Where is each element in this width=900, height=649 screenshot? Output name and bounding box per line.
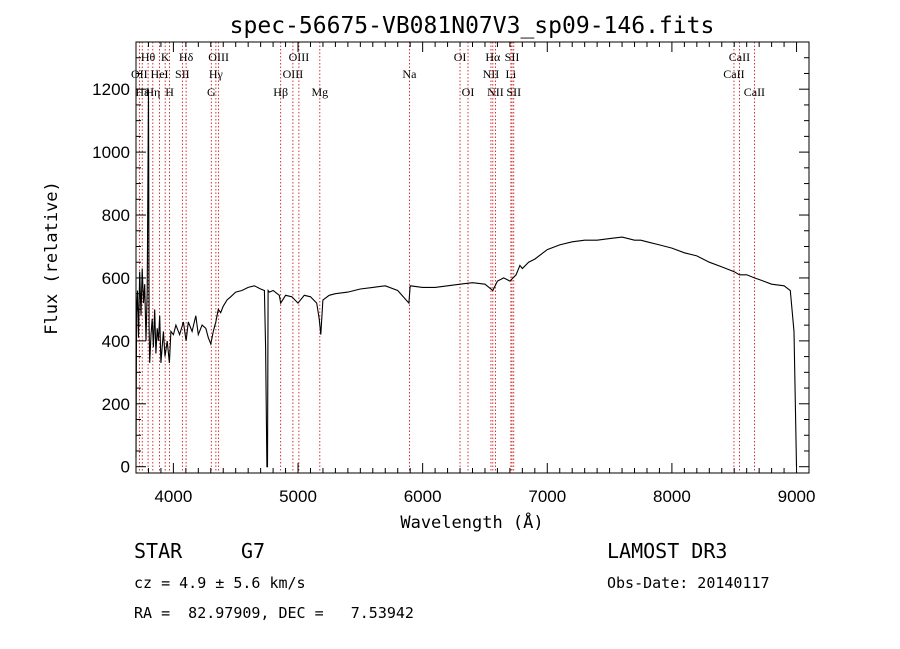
spectral-line-label: Mg [311,85,328,99]
axis-ticks: 4000 5000 6000 7000 8000 9000 0 200 400 600 800 100… [92,42,815,506]
x-tick-label: 8000 [653,487,691,506]
spectral-line-label: Hε [135,85,149,99]
y-axis-label: Flux (relative) [42,181,62,335]
spectral-line-label: K [161,50,170,64]
spectral-line-label: OII [131,67,148,81]
x-tick-label: 9000 [778,487,816,506]
spectral-line-label: HeI [151,67,169,81]
spectral-line-label: OIII [208,50,229,64]
spectral-line-label: SII [175,67,190,81]
spectral-line-label: G [207,85,216,99]
observation-date: Obs-Date: 20140117 [607,574,770,592]
redshift-cz: cz = 4.9 ± 5.6 km/s [134,574,306,592]
spectral-line-label: Hβ [273,85,288,99]
y-tick-label: 400 [102,332,130,351]
y-tick-label: 1200 [92,80,130,99]
spectral-line-label: CaII [744,85,765,99]
x-tick-label: 6000 [404,487,442,506]
x-axis-label: Wavelength (Å) [400,511,543,533]
spectral-line-label: Hθ [141,50,156,64]
plot-frame [135,41,810,474]
spectral-line-label: NII [487,85,504,99]
spectral-line-label: H [165,85,174,99]
y-tick-label: 600 [102,269,130,288]
survey-name: LAMOST DR3 [607,539,728,563]
object-class: STAR [134,539,183,563]
spectral-line-label: OIII [283,67,304,81]
spectral-line-label: Li [506,67,517,81]
chart-title: spec-56675-VB081N07V3_sp09-146.fits [230,13,715,39]
x-tick-label: 4000 [154,487,192,506]
spectral-line-label: Hδ [179,50,194,64]
spectral-line-label: Hγ [209,67,224,81]
spectral-line-label: CaII [729,50,750,64]
ra-dec-coordinates: RA = 82.97909, DEC = 7.53942 [134,604,414,622]
y-tick-label: 200 [102,395,130,414]
spectral-line-label: NII [483,67,500,81]
x-tick-label: 5000 [279,487,317,506]
spectral-line-label: CaII [723,67,744,81]
spectral-line-label: OIII [289,50,310,64]
spectral-lines-layer [138,42,755,473]
spectral-line-label: Hα [485,50,501,64]
spectral-line-label: Hη [145,85,160,99]
x-tick-label: 7000 [528,487,566,506]
object-subclass: G7 [241,539,266,563]
spectral-line-label: OI [462,85,475,99]
spectral-line-label: SII [505,50,520,64]
y-tick-label: 1000 [92,143,130,162]
spectral-line-label: OI [454,50,467,64]
spectral-line-label: Na [402,67,417,81]
spectral-line-label: SII [506,85,521,99]
y-tick-label: 0 [121,458,130,477]
spectrum-line [135,89,798,468]
y-tick-label: 800 [102,206,130,225]
